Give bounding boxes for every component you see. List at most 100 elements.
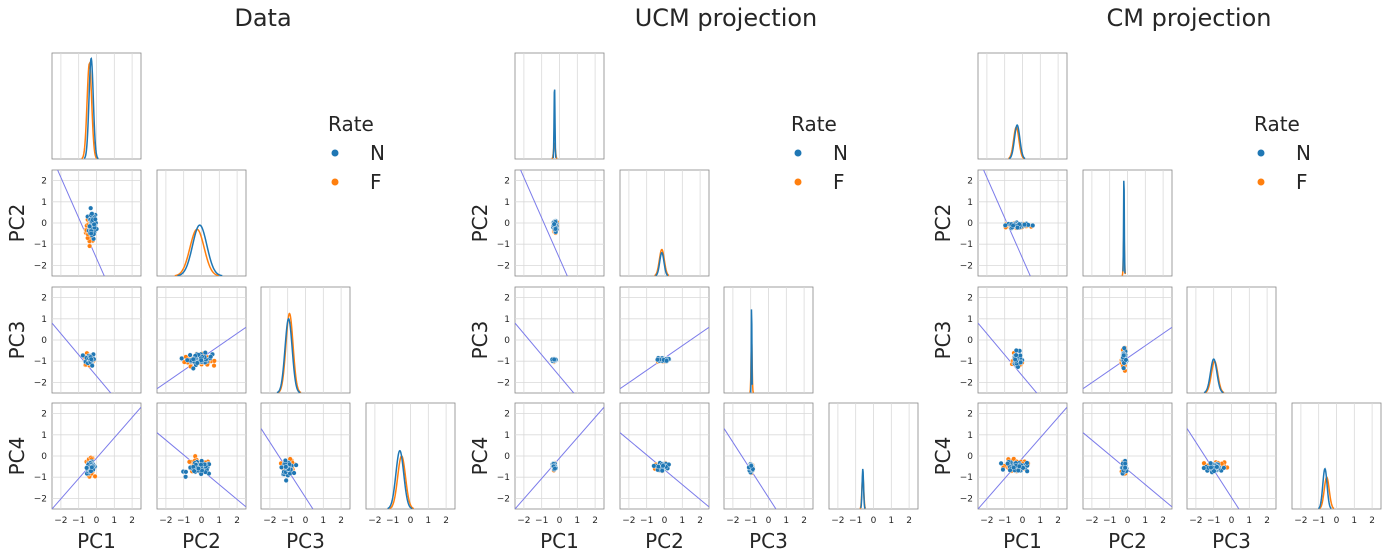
- scatter-axes-r3c0: 2 1 0 −1 −2 −2 −1 0 1 2: [960, 402, 1068, 526]
- data-point: [655, 357, 661, 363]
- y-tick-label: 2: [967, 410, 973, 420]
- points-N: [655, 355, 672, 364]
- x-tick-label: 1: [1142, 516, 1148, 526]
- data-point: [1122, 461, 1128, 467]
- y-tick-label: 0: [41, 336, 47, 346]
- scatter-axes-r1c0: 2 1 0 −1 −2: [960, 169, 1068, 277]
- scatter-axes-r2c0: 2 1 0 −1 −2: [960, 286, 1068, 394]
- y-tick-label: −2: [497, 378, 510, 388]
- x-tick-label: −2: [1085, 516, 1098, 526]
- x-tick-label: 2: [1160, 516, 1166, 526]
- scatter-axes-r3c1: −2 −1 0 1 2: [619, 402, 710, 526]
- y-tick-label: 1: [504, 315, 510, 325]
- data-point: [89, 211, 95, 217]
- points-N: [180, 458, 212, 480]
- x-tick-label: 2: [1055, 516, 1061, 526]
- y-ticks: 2 1 0 −1 −2: [34, 294, 48, 389]
- y-tick-label: 1: [504, 198, 510, 208]
- x-tick-label: −1: [998, 516, 1011, 526]
- x-ticks: −2 −1 0 1 2: [1189, 516, 1270, 526]
- y-tick-label: 0: [41, 452, 47, 462]
- y-tick-label: −1: [34, 240, 47, 250]
- x-ticks: −2 −1 0 1 2: [368, 516, 449, 526]
- data-point: [88, 356, 94, 362]
- y-tick-label: −1: [960, 240, 973, 250]
- data-point: [190, 365, 196, 371]
- data-point: [1015, 468, 1021, 474]
- data-point: [283, 464, 289, 470]
- x-tick-label: 1: [574, 516, 580, 526]
- y-tick-label: −2: [34, 378, 47, 388]
- y-tick-label: 2: [41, 177, 47, 187]
- data-point: [196, 466, 202, 472]
- x-tick-label: 1: [1351, 516, 1357, 526]
- x-tick-label: 2: [443, 516, 449, 526]
- y-tick-label: 1: [504, 431, 510, 441]
- data-point: [187, 352, 193, 358]
- data-point: [1208, 460, 1214, 466]
- y-axis-label: PC4: [5, 437, 29, 476]
- data-point: [1201, 465, 1207, 471]
- data-point: [89, 464, 95, 470]
- y-tick-label: 2: [504, 177, 510, 187]
- x-tick-label: 0: [557, 516, 563, 526]
- x-tick-label: 0: [1229, 516, 1235, 526]
- data-point: [184, 357, 190, 363]
- legend: Rate NF: [791, 112, 848, 194]
- diag-axes-1: [51, 52, 142, 160]
- data-point: [179, 355, 185, 361]
- data-point: [1030, 222, 1036, 228]
- data-point: [1123, 357, 1129, 363]
- legend-marker-N: [1257, 149, 1265, 157]
- data-point: [664, 358, 670, 364]
- x-ticks: −2 −1 0 1 2: [980, 516, 1061, 526]
- reference-line: [52, 322, 112, 393]
- data-point: [1121, 365, 1127, 371]
- data-point: [80, 352, 86, 358]
- diag-axes-2: [619, 169, 710, 277]
- x-tick-label: 1: [320, 516, 326, 526]
- x-ticks: −2 −1 0 1 2: [54, 516, 135, 526]
- y-tick-label: −2: [497, 261, 510, 271]
- data-point: [1121, 352, 1127, 358]
- points-N: [746, 461, 756, 475]
- diag-axes-2: [156, 169, 247, 277]
- data-point: [748, 463, 754, 469]
- points-N: [84, 458, 98, 477]
- reference-line: [978, 406, 1067, 509]
- x-tick-label: 2: [234, 516, 240, 526]
- x-tick-label: 0: [303, 516, 309, 526]
- data-point: [1122, 465, 1128, 471]
- data-point: [1018, 359, 1024, 365]
- x-tick-label: 1: [111, 516, 117, 526]
- scatter-axes-r3c0: 2 1 0 −1 −2 −2 −1 0 1 2: [497, 402, 605, 526]
- legend-title: Rate: [791, 112, 837, 136]
- x-tick-label: 2: [906, 516, 912, 526]
- points-N: [1002, 220, 1036, 231]
- y-tick-label: −2: [960, 494, 973, 504]
- x-tick-label: −1: [1207, 516, 1220, 526]
- x-tick-label: 2: [801, 516, 807, 526]
- data-point: [291, 470, 297, 476]
- x-tick-label: 0: [766, 516, 772, 526]
- legend: Rate NF: [1254, 112, 1311, 194]
- data-point: [553, 226, 559, 232]
- diag-axes-4: −2 −1 0 1 2: [1291, 402, 1382, 526]
- x-tick-label: −2: [622, 516, 635, 526]
- y-tick-label: 0: [504, 336, 510, 346]
- x-ticks: −2 −1 0 1 2: [517, 516, 598, 526]
- data-point: [551, 221, 557, 227]
- y-tick-label: −2: [960, 261, 973, 271]
- data-point: [183, 469, 189, 475]
- scatter-axes-r3c0: 2 1 0 −1 −2 −2 −1 0 1 2: [34, 402, 142, 526]
- y-tick-label: 2: [504, 294, 510, 304]
- y-tick-label: −2: [34, 494, 47, 504]
- y-tick-label: −1: [34, 357, 47, 367]
- scatter-axes-r2c1: [1082, 286, 1173, 394]
- x-tick-label: 0: [408, 516, 414, 526]
- y-tick-label: 0: [41, 219, 47, 229]
- y-tick-label: −1: [960, 473, 973, 483]
- x-ticks: −2 −1 0 1 2: [1085, 516, 1166, 526]
- x-axis-label: PC1: [540, 529, 579, 553]
